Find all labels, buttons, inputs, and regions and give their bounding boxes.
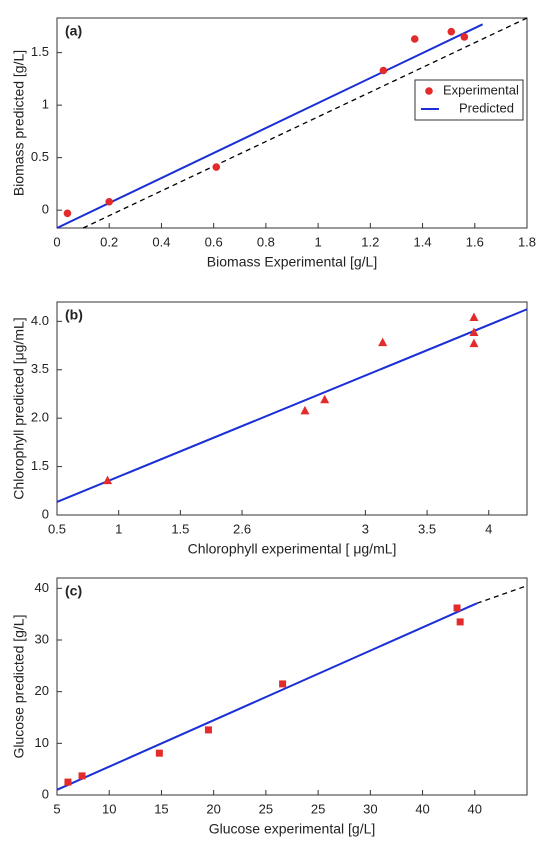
- reference-line: [476, 585, 528, 604]
- panel-label: (b): [65, 307, 83, 323]
- panel-label: (a): [65, 23, 82, 39]
- y-tick-label: 0: [42, 786, 49, 801]
- fit-line: [56, 308, 528, 503]
- point: [64, 778, 72, 786]
- panel-label: (c): [65, 583, 82, 599]
- point: [105, 197, 114, 206]
- point: [212, 163, 221, 171]
- y-axis-label: Glucose predicted [g/L]: [11, 615, 27, 759]
- x-tick-label: 3: [362, 521, 369, 536]
- x-tick-label: 30: [363, 801, 377, 816]
- x-tick-label: 25: [311, 801, 325, 816]
- point: [469, 327, 479, 336]
- y-tick-label: 1: [42, 97, 49, 112]
- legend-label: Predicted: [459, 100, 514, 115]
- y-tick-label: 0: [42, 506, 49, 521]
- x-tick-label: 20: [206, 801, 220, 816]
- x-tick-label: 25: [259, 801, 273, 816]
- x-tick-label: 0.2: [100, 234, 118, 249]
- x-tick-label: 1: [314, 234, 321, 249]
- x-tick-label: 0: [53, 234, 60, 249]
- point: [103, 475, 113, 485]
- point: [320, 394, 330, 404]
- x-tick-label: 0.8: [257, 234, 275, 249]
- x-tick-label: 0.5: [48, 521, 66, 536]
- x-tick-label: 1.6: [466, 234, 484, 249]
- legend-marker: [425, 87, 433, 95]
- x-tick-label: 4: [485, 521, 492, 536]
- x-tick-label: 10: [102, 801, 116, 816]
- x-tick-label: 1: [115, 521, 122, 536]
- point: [456, 618, 464, 626]
- x-tick-label: 40: [415, 801, 429, 816]
- x-tick-label: 1.2: [361, 234, 379, 249]
- x-tick-label: 3.5: [418, 521, 436, 536]
- point: [378, 337, 388, 347]
- point: [453, 604, 461, 612]
- x-tick-label: 0.6: [205, 234, 223, 249]
- x-tick-label: 2.6: [233, 521, 251, 536]
- x-tick-label: 0.4: [152, 234, 170, 249]
- y-axis-label: Biomass predicted [g/L]: [11, 50, 27, 196]
- x-tick-label: 5: [53, 801, 60, 816]
- x-tick-label: 1.8: [518, 234, 536, 249]
- y-tick-label: 20: [35, 683, 49, 698]
- x-tick-label: 1.4: [414, 234, 432, 249]
- fit-line: [56, 23, 484, 229]
- point: [469, 338, 479, 348]
- x-axis-label: Chlorophyll experimental [ μg/mL]: [188, 541, 397, 557]
- y-tick-label: 1.5: [31, 458, 49, 473]
- x-tick-label: 1.5: [171, 521, 189, 536]
- y-tick-label: 1.5: [31, 44, 49, 59]
- point: [460, 33, 469, 41]
- plot-frame: [56, 17, 528, 229]
- point: [469, 312, 479, 321]
- point: [279, 680, 287, 688]
- reference-line: [82, 17, 528, 229]
- plot-frame: [56, 301, 528, 516]
- x-tick-label: 15: [154, 801, 168, 816]
- y-tick-label: 40: [35, 580, 49, 595]
- y-tick-label: 2.0: [31, 410, 49, 425]
- legend-box: [414, 79, 524, 121]
- y-tick-label: 3.5: [31, 361, 49, 376]
- point: [410, 35, 419, 43]
- plot-frame: [56, 577, 528, 796]
- fit-line: [56, 602, 478, 791]
- point: [379, 66, 388, 75]
- legend-label: Experimental: [443, 82, 519, 97]
- point: [204, 726, 212, 734]
- point: [155, 749, 163, 757]
- y-tick-label: 30: [35, 631, 49, 646]
- point: [63, 209, 72, 218]
- y-tick-label: 4.0: [31, 313, 49, 328]
- y-tick-label: 0.5: [31, 149, 49, 164]
- x-axis-label: Glucose experimental [g/L]: [209, 821, 376, 837]
- x-tick-label: 40: [468, 801, 482, 816]
- x-axis-label: Biomass Experimental [g/L]: [207, 254, 377, 270]
- y-tick-label: 0: [42, 202, 49, 217]
- y-tick-label: 10: [35, 735, 49, 750]
- point: [78, 772, 86, 780]
- point: [300, 405, 310, 415]
- point: [447, 27, 456, 36]
- y-axis-label: Chlorophyll predicted [μg/mL]: [11, 317, 27, 499]
